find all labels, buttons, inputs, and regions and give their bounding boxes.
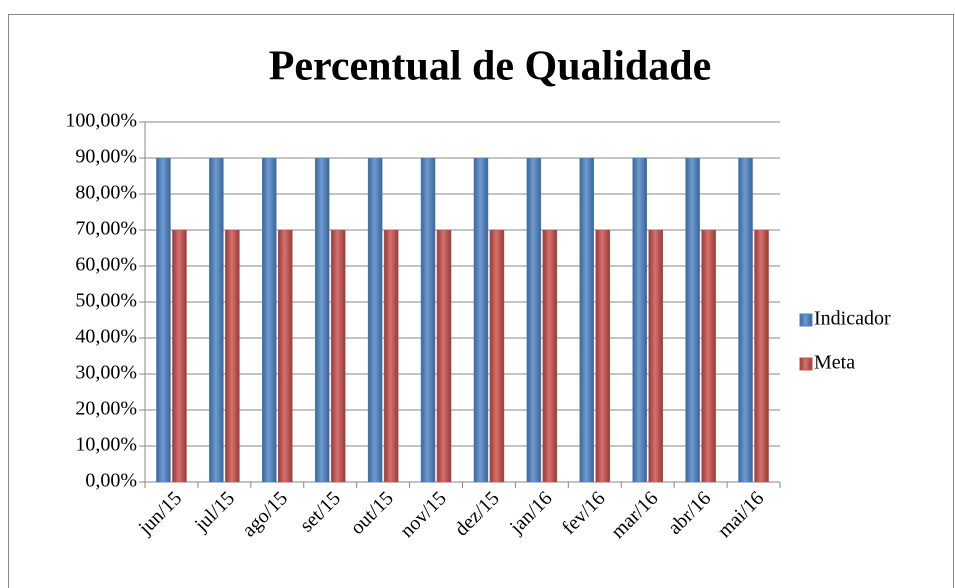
bar [420,157,436,483]
bar [330,229,346,483]
bar [754,229,769,483]
x-tick-label: jul/15 [190,487,239,536]
chart-title: Percentual de Qualidade [269,44,712,90]
x-tick-label: fev/16 [558,487,610,539]
y-tick-label: 50,00% [75,290,137,312]
bar [172,229,187,483]
x-tick-label: jan/16 [505,487,557,539]
bar [209,157,224,483]
bar [262,157,277,483]
x-tick-label: mar/16 [607,487,663,543]
bar [648,229,663,483]
bar [367,157,383,483]
bar [489,229,505,483]
legend-label: Meta [814,352,855,374]
y-tick-label: 30,00% [75,362,137,384]
bar [473,157,489,483]
bar [225,229,240,483]
legend-swatch [799,357,813,371]
y-tick-label: 80,00% [75,182,137,204]
y-tick-label: 60,00% [75,254,137,276]
bar [314,157,330,483]
bar [436,229,452,483]
bar [278,229,293,483]
x-tick-label: nov/15 [396,487,451,542]
bar [579,157,595,483]
bar [595,229,611,483]
x-tick-label: ago/15 [238,487,292,541]
bar [632,157,647,483]
legend-swatch [799,313,813,327]
bar [685,157,700,483]
x-tick-label: dez/15 [450,487,503,540]
y-tick-label: 70,00% [75,218,137,240]
y-tick-label: 100,00% [65,110,137,132]
y-tick-label: 90,00% [75,146,137,168]
y-tick-label: 10,00% [75,434,137,456]
x-tick-label: abr/16 [664,487,716,539]
bar [383,229,399,483]
bar [701,229,716,483]
bar [156,157,171,483]
x-tick-label: mai/16 [713,487,768,542]
bar [526,157,542,483]
x-tick-label: set/15 [296,487,345,536]
x-tick-label: jun/15 [134,487,186,539]
x-tick-label: out/15 [346,487,398,539]
legend-label: Indicador [814,308,891,330]
bar [542,229,558,483]
chart-frame [8,14,954,588]
y-tick-label: 20,00% [75,398,137,420]
y-tick-label: 0,00% [85,470,137,492]
bar [738,157,753,483]
y-tick-label: 40,00% [75,326,137,348]
